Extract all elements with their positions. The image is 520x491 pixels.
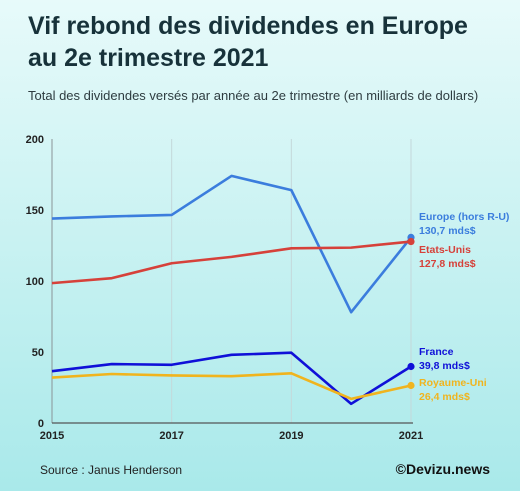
x-tick-label-2017: 2017 [159,430,183,442]
series-line-france [51,351,412,406]
source-note: Source : Janus Henderson [40,463,183,477]
y-tick-label-50: 50 [32,347,44,359]
series-end-point-etats-unis [407,237,415,246]
series-line-royaume-uni [51,371,412,401]
series-end-point-royaume-uni [407,381,415,390]
series-line-etats-unis [51,240,412,285]
series-label-europe-hors-r-u: Europe (hors R-U) [419,211,509,223]
series-label-royaume-uni: Royaume-Uni [419,377,487,389]
y-tick-label-0: 0 [38,418,44,430]
title-line-2: au 2e trimestre 2021 [28,44,269,72]
series-value-label-etats-unis: 127,8 mds$ [419,258,476,270]
y-tick-label-150: 150 [26,205,44,217]
series-value-label-france: 39,8 mds$ [419,360,470,372]
chart-subtitle: Total des dividendes versés par année au… [28,88,479,103]
brand-logo-text: ©Devizu.news [395,461,490,477]
chart-title: Vif rebond des dividendes en Europe au 2… [28,10,508,74]
series-value-label-royaume-uni: 26,4 mds$ [419,391,470,403]
x-tick-label-2015: 2015 [40,430,64,442]
series-label-etats-unis: Etats-Unis [419,244,471,256]
series-label-france: France [419,346,454,358]
series-end-point-france [407,362,415,371]
x-tick-label-2019: 2019 [279,430,303,442]
series-value-label-europe-hors-r-u: 130,7 mds$ [419,225,476,237]
x-tick-label-2021: 2021 [399,430,423,442]
y-tick-label-200: 200 [26,134,44,146]
title-line-1: Vif rebond des dividendes en Europe [28,12,468,40]
y-tick-label-100: 100 [26,276,44,288]
series-line-europe-hors-r-u [51,174,413,314]
